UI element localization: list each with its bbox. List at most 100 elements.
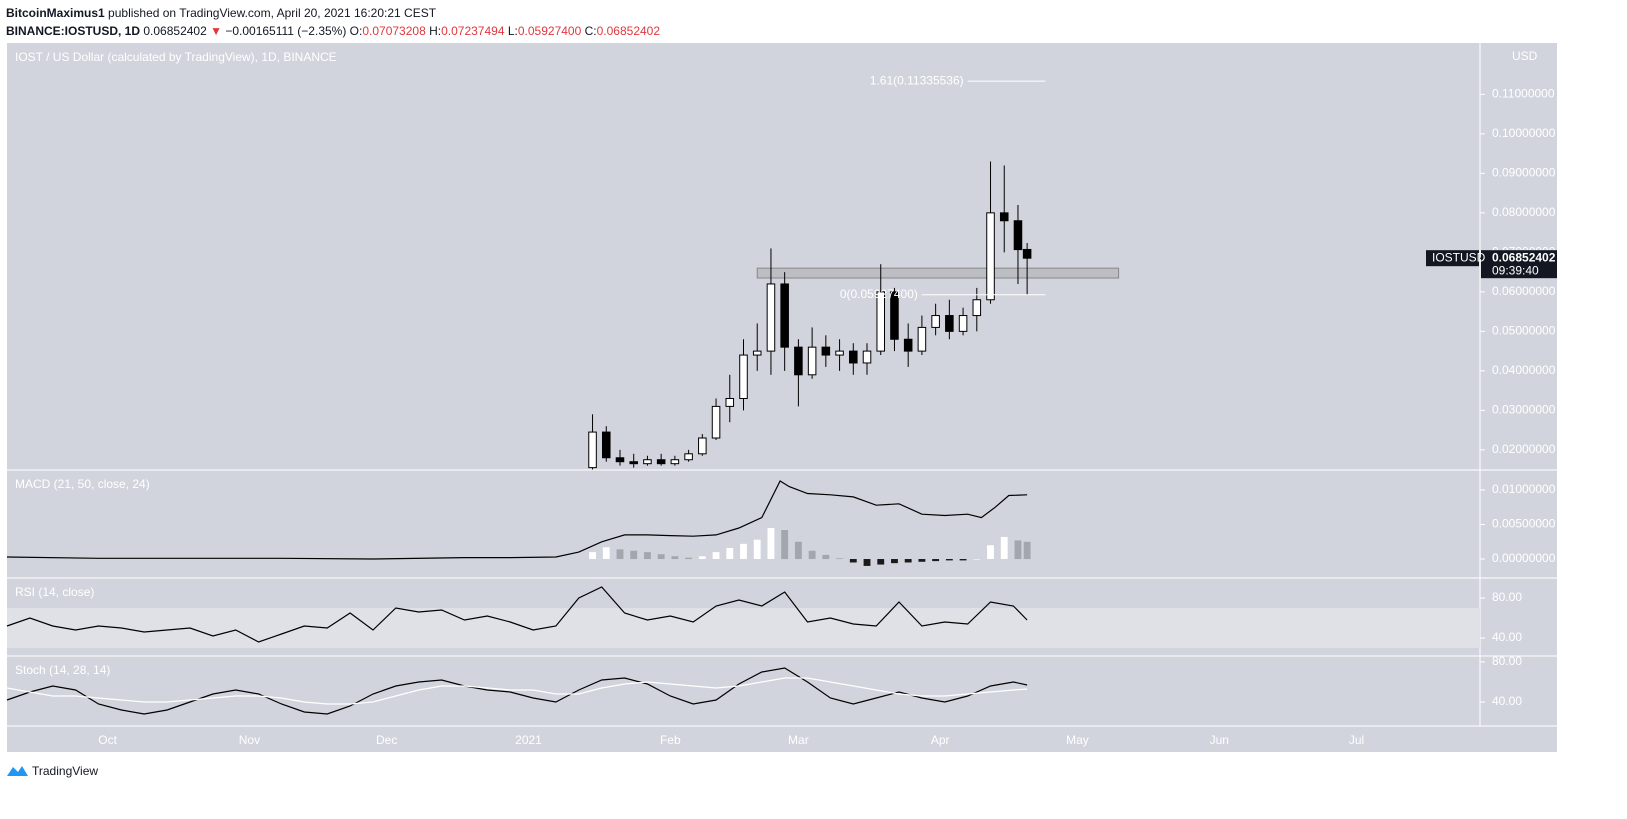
y-tick-label: 0.02000000 (1492, 442, 1556, 456)
published: published on TradingView.com, April 20, … (108, 6, 437, 20)
arrow: ▼ (210, 24, 222, 38)
candle-body (643, 459, 652, 465)
candle-body (725, 398, 735, 407)
histogram-bar (753, 539, 761, 560)
candle-body (794, 346, 803, 376)
ohlc-value: 0.07073208 (362, 24, 426, 38)
histogram-bar (794, 541, 802, 560)
ohlc-label: H: (429, 24, 442, 38)
x-tick-label: Jun (1210, 733, 1229, 747)
histogram-bar (849, 559, 857, 563)
rsi-band (7, 608, 1480, 648)
fib-label: 0(0.05927400) (840, 287, 918, 301)
x-tick-label: Apr (931, 733, 950, 747)
indicator-line (6, 677, 1028, 705)
author[interactable]: BitcoinMaximus1 (6, 6, 105, 20)
fib-label: 1.61(0.11335536) (870, 73, 964, 87)
last-price-label: 0.06852402 (1492, 250, 1556, 264)
histogram-bar (671, 556, 679, 560)
panel-title: MACD (21, 50, close, 24) (15, 477, 150, 491)
histogram-bar (863, 559, 871, 566)
histogram-bar (808, 550, 816, 560)
candle-body (903, 338, 913, 352)
header: BitcoinMaximus1 published on TradingView… (6, 4, 660, 40)
candle-body (766, 283, 776, 352)
y-tick-label: 0.00500000 (1492, 517, 1556, 531)
histogram-bar (726, 547, 734, 560)
candle-body (656, 459, 666, 465)
ohlc-label: O: (349, 24, 363, 38)
x-tick-label: Feb (660, 733, 681, 747)
y-tick-label: 0.01000000 (1492, 482, 1556, 496)
histogram-bar (698, 556, 706, 560)
histogram-bar (644, 552, 651, 560)
histogram-bar (712, 552, 720, 560)
y-tick-label: 0.03000000 (1492, 403, 1556, 417)
ohlc-value: 0.07237494 (441, 24, 505, 38)
histogram-bar (616, 549, 624, 560)
candle-body (849, 350, 858, 364)
candle-body (1013, 220, 1023, 251)
ohlc-value: 0.05927400 (517, 24, 582, 38)
candle-body (752, 350, 762, 356)
y-tick-label: 0.08000000 (1492, 205, 1556, 219)
histogram-bar (1023, 541, 1031, 560)
candle-body (588, 431, 597, 469)
brand[interactable]: TradingView (32, 764, 98, 778)
histogram-bar (657, 554, 665, 560)
symbol-line: BINANCE:IOSTUSD, 1D 0.06852402 ▼ −0.0016… (6, 22, 660, 40)
histogram-bar (904, 559, 912, 563)
candle-body (601, 431, 611, 459)
price: 0.06852402 (143, 24, 207, 38)
x-tick-label: Nov (239, 733, 260, 747)
histogram-bar (685, 557, 693, 560)
candle-body (917, 326, 927, 352)
candle-body (986, 212, 995, 301)
candle-body (684, 453, 693, 461)
candle-body (876, 291, 886, 352)
publish-line: BitcoinMaximus1 published on TradingView… (6, 4, 660, 22)
histogram-bar (1000, 536, 1008, 560)
ohlc-label: L: (507, 24, 518, 38)
zone (756, 267, 1120, 279)
indicator-line (6, 480, 1028, 560)
candle-body (821, 346, 831, 356)
candle-body (835, 350, 844, 356)
indicator-line (6, 667, 1028, 715)
histogram-bar (602, 547, 610, 560)
candle-body (999, 212, 1009, 222)
y-tick-label: 40.00 (1492, 694, 1522, 708)
x-tick-label: Dec (376, 733, 397, 747)
panel-title: Stoch (14, 28, 14) (15, 663, 110, 677)
candle-body (615, 457, 625, 463)
candle-body (890, 291, 899, 340)
candle-body (862, 350, 872, 364)
x-tick-label: May (1066, 733, 1089, 747)
candle-body (972, 299, 982, 317)
candle-body (958, 315, 968, 332)
y-tick-label: 80.00 (1492, 590, 1522, 604)
histogram-bar (822, 554, 830, 560)
symbol: BINANCE:IOSTUSD, 1D (6, 24, 141, 38)
last-price-box (1481, 250, 1557, 279)
x-tick-label: 2021 (515, 733, 542, 747)
ohlc-label: C: (584, 24, 597, 38)
histogram-bar (740, 543, 747, 560)
candle-body (698, 437, 707, 455)
ohlc-value: 0.06852402 (596, 24, 661, 38)
y-tick-label: 0.10000000 (1492, 126, 1556, 140)
x-tick-label: Mar (788, 733, 809, 747)
histogram-bar (1014, 540, 1022, 560)
histogram-bar (630, 550, 638, 560)
candle-body (629, 461, 638, 465)
candle-body (739, 354, 748, 400)
panel-title: RSI (14, close) (15, 585, 94, 599)
y-tick-label: 80.00 (1492, 654, 1522, 668)
indicator-line (6, 586, 1028, 643)
x-tick-label: Jul (1349, 733, 1364, 747)
candle-body (1022, 248, 1032, 259)
histogram-bar (945, 559, 953, 561)
x-tick-label: Oct (98, 733, 117, 747)
y-tick-label: 0.09000000 (1492, 166, 1556, 180)
